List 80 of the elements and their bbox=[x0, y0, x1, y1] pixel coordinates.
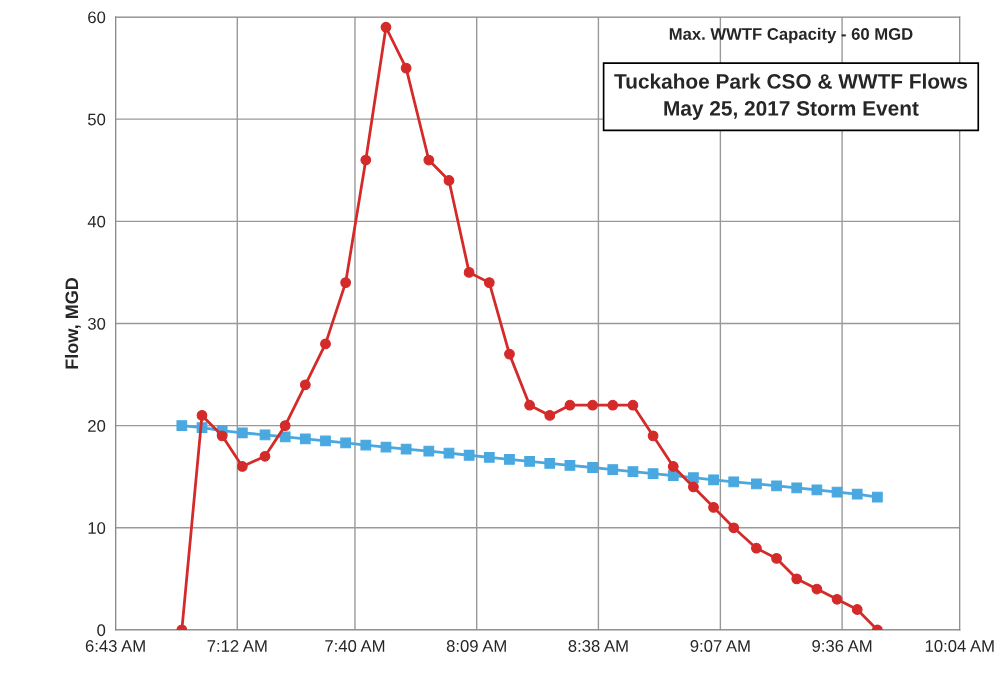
point bbox=[771, 553, 782, 564]
point bbox=[360, 154, 372, 166]
point bbox=[524, 456, 535, 467]
point bbox=[259, 450, 271, 462]
y-tick-label: 0 bbox=[97, 624, 106, 637]
point bbox=[176, 420, 188, 432]
point bbox=[380, 21, 392, 33]
point bbox=[791, 573, 803, 585]
point bbox=[831, 593, 843, 605]
point bbox=[340, 277, 352, 288]
point bbox=[544, 410, 556, 421]
point bbox=[400, 443, 412, 455]
point bbox=[751, 478, 762, 490]
point bbox=[688, 481, 699, 493]
y-tick-label: 60 bbox=[88, 11, 106, 24]
point bbox=[504, 348, 515, 360]
point bbox=[708, 501, 719, 513]
text: Tuckahoe Park CSO & WWTF Flows May 25, 2017 Storm Event bbox=[614, 73, 967, 120]
point bbox=[647, 468, 659, 480]
point bbox=[524, 399, 535, 411]
point bbox=[360, 439, 372, 451]
x-tick-label: 9:07 AM bbox=[690, 640, 750, 652]
point bbox=[851, 604, 863, 615]
point bbox=[196, 410, 208, 421]
point bbox=[751, 542, 762, 554]
point bbox=[320, 435, 331, 447]
point bbox=[771, 480, 782, 492]
point bbox=[279, 431, 291, 443]
point bbox=[236, 427, 248, 439]
x-tick-label: 9:36 AM bbox=[812, 640, 872, 652]
point bbox=[216, 430, 228, 442]
annotation: Max. WWTF Capacity - 60 MGD bbox=[669, 27, 913, 44]
point bbox=[811, 583, 823, 595]
point bbox=[299, 433, 311, 445]
x-tick-label: 10:04 AM bbox=[925, 640, 994, 652]
point bbox=[627, 399, 639, 411]
point bbox=[483, 451, 495, 463]
y-tick-label: 40 bbox=[87, 215, 106, 228]
point bbox=[871, 491, 883, 503]
point bbox=[443, 175, 455, 186]
point bbox=[259, 429, 271, 441]
point bbox=[279, 420, 291, 432]
point bbox=[544, 458, 556, 469]
point bbox=[400, 62, 412, 74]
point bbox=[728, 522, 740, 534]
x-tick-label: 7:40 AM bbox=[325, 640, 385, 652]
x-tick-label: 8:38 AM bbox=[568, 640, 628, 652]
point bbox=[688, 472, 699, 484]
point bbox=[607, 399, 619, 411]
point bbox=[667, 461, 679, 472]
point bbox=[463, 449, 475, 461]
y-tick-label: 10 bbox=[88, 522, 106, 534]
point bbox=[504, 453, 515, 465]
y-tick-label: 20 bbox=[88, 420, 106, 432]
point bbox=[647, 430, 659, 442]
point bbox=[627, 466, 639, 477]
point bbox=[299, 379, 311, 391]
point bbox=[851, 488, 863, 500]
point bbox=[564, 460, 576, 471]
point bbox=[708, 474, 719, 486]
point bbox=[587, 462, 598, 473]
x-tick-label: 8:09 AM bbox=[446, 640, 506, 652]
y-tick-label: 30 bbox=[87, 317, 106, 330]
y-tick-label: 50 bbox=[87, 113, 106, 126]
point bbox=[791, 482, 803, 494]
point bbox=[340, 437, 352, 449]
point bbox=[463, 267, 475, 278]
point bbox=[607, 464, 619, 475]
point bbox=[483, 277, 495, 288]
point bbox=[728, 476, 740, 488]
point bbox=[443, 447, 455, 459]
point bbox=[236, 461, 248, 472]
point bbox=[587, 399, 598, 411]
point bbox=[320, 338, 331, 350]
point bbox=[564, 399, 576, 411]
point bbox=[423, 445, 435, 457]
y-axis-title: Flow, MGD bbox=[64, 277, 81, 369]
x-tick-label: 6:43 AM bbox=[85, 640, 145, 652]
point bbox=[423, 154, 435, 166]
x-tick-label: 7:12 AM bbox=[207, 640, 267, 652]
